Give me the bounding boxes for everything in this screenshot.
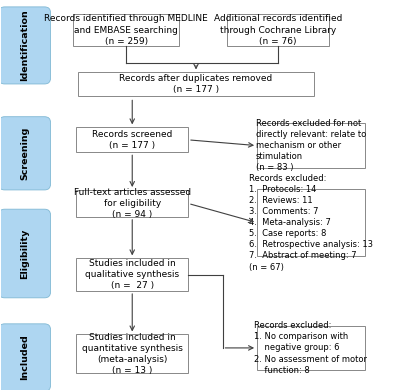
Text: Screening: Screening [20, 127, 29, 180]
FancyBboxPatch shape [257, 189, 365, 256]
Text: Records screened
(n = 177 ): Records screened (n = 177 ) [92, 130, 172, 150]
Text: Eligibility: Eligibility [20, 228, 29, 279]
Text: Included: Included [20, 335, 29, 380]
FancyBboxPatch shape [257, 326, 365, 370]
Text: Studies included in
quantitative synthesis
(meta-analysis)
(n = 13 ): Studies included in quantitative synthes… [82, 333, 183, 375]
FancyBboxPatch shape [227, 14, 328, 47]
FancyBboxPatch shape [76, 127, 188, 152]
Text: Full-text articles assessed
for eligibility
(n = 94 ): Full-text articles assessed for eligibil… [74, 188, 191, 219]
FancyBboxPatch shape [0, 117, 50, 190]
Text: Identification: Identification [20, 9, 29, 81]
FancyBboxPatch shape [78, 72, 314, 95]
FancyBboxPatch shape [76, 190, 188, 217]
FancyBboxPatch shape [74, 14, 179, 47]
FancyBboxPatch shape [0, 209, 50, 298]
Text: Records excluded:
1. No comparison with
    negative group: 6
2. No assessment o: Records excluded: 1. No comparison with … [254, 321, 367, 375]
Text: Records identified through MEDLINE
and EMBASE searching
(n = 259): Records identified through MEDLINE and E… [44, 14, 208, 46]
FancyBboxPatch shape [0, 7, 50, 84]
FancyBboxPatch shape [0, 324, 50, 391]
FancyBboxPatch shape [76, 334, 188, 373]
Text: Records after duplicates removed
(n = 177 ): Records after duplicates removed (n = 17… [119, 74, 273, 94]
FancyBboxPatch shape [76, 258, 188, 291]
FancyBboxPatch shape [257, 124, 365, 168]
Text: Records excluded:
1.  Protocols: 14
2.  Reviews: 11
3.  Comments: 7
4.  Meta-ana: Records excluded: 1. Protocols: 14 2. Re… [249, 174, 373, 272]
Text: Records excluded for not
directly relevant: relate to
mechanism or other
stimula: Records excluded for not directly releva… [256, 119, 366, 172]
Text: Additional records identified
through Cochrane Library
(n = 76): Additional records identified through Co… [214, 14, 342, 46]
Text: Studies included in
qualitative synthesis
(n =  27 ): Studies included in qualitative synthesi… [85, 259, 179, 290]
